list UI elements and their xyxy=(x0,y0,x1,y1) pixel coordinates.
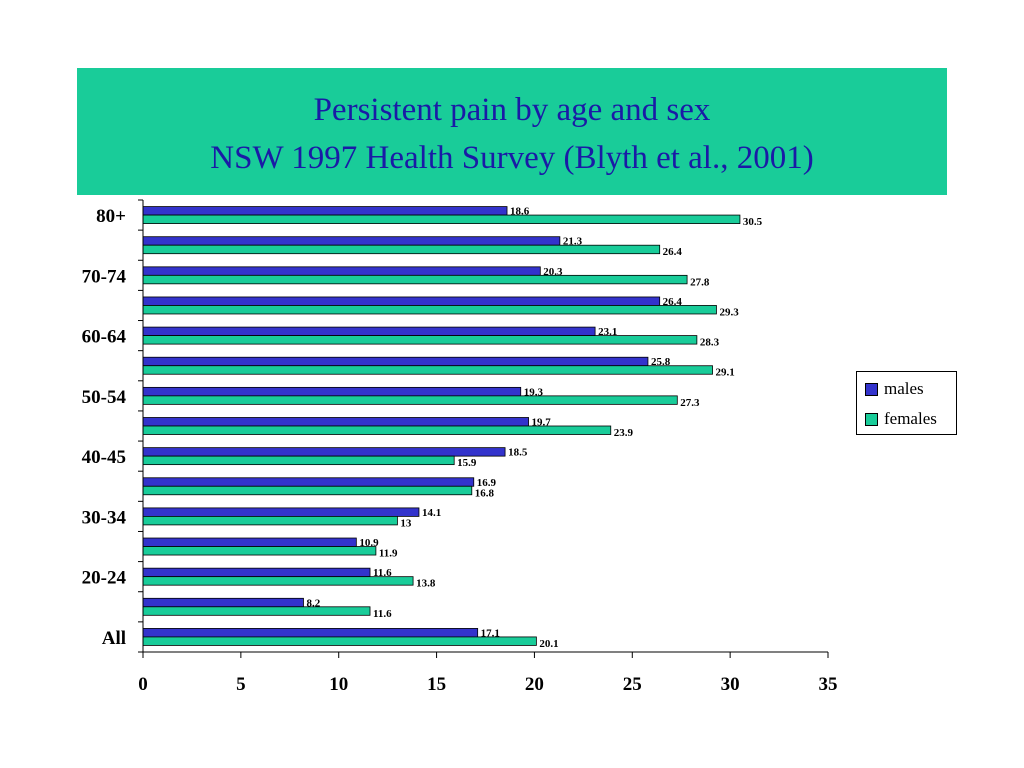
data-label-males: 18.6 xyxy=(510,206,530,218)
bar-males xyxy=(142,417,529,427)
data-label-females: 27.8 xyxy=(690,276,710,288)
data-label-males: 26.4 xyxy=(663,296,683,308)
legend-item-females: females xyxy=(865,409,937,429)
bar-males xyxy=(142,507,420,517)
bar-females xyxy=(142,395,678,405)
y-tick-label: All xyxy=(102,628,126,649)
data-label-males: 18.5 xyxy=(508,447,528,459)
data-label-females: 23.9 xyxy=(614,427,634,439)
bar-females xyxy=(142,636,537,646)
data-label-males: 20.3 xyxy=(543,266,563,278)
bar-males xyxy=(142,326,596,337)
y-tick-label: 80+ xyxy=(96,206,126,227)
data-label-females: 16.8 xyxy=(475,487,495,499)
data-label-females: 27.3 xyxy=(680,397,700,409)
bar-males xyxy=(142,597,304,608)
x-tick-label: 25 xyxy=(623,674,642,695)
bar-females xyxy=(142,305,717,315)
data-label-males: 21.3 xyxy=(563,236,583,248)
bar-males xyxy=(142,628,479,638)
bar-females xyxy=(142,214,741,224)
x-tick-label: 30 xyxy=(721,674,740,695)
data-label-males: 25.8 xyxy=(651,356,671,368)
chart-subtitle: NSW 1997 Health Survey (Blyth et al., 20… xyxy=(210,140,814,176)
data-label-males: 14.1 xyxy=(422,507,441,519)
legend-item-males: males xyxy=(865,379,924,399)
y-tick-label: 40-45 xyxy=(82,447,126,468)
data-label-males: 17.1 xyxy=(481,627,500,639)
data-label-males: 16.9 xyxy=(477,477,497,489)
data-label-males: 19.7 xyxy=(532,417,552,429)
bar-females xyxy=(142,606,371,616)
data-label-males: 8.2 xyxy=(306,597,320,609)
y-tick-label: 20-24 xyxy=(82,568,127,589)
data-label-males: 11.6 xyxy=(373,567,392,579)
bar-males xyxy=(142,356,649,367)
legend-swatch-males xyxy=(865,382,878,396)
bar-females xyxy=(142,274,688,285)
data-label-females: 20.1 xyxy=(539,638,558,650)
data-label-females: 11.6 xyxy=(373,608,392,620)
bar-males xyxy=(142,296,661,306)
data-label-males: 19.3 xyxy=(524,386,544,398)
bar-females xyxy=(142,455,455,466)
x-tick-label: 10 xyxy=(329,674,348,695)
y-tick-label: 60-64 xyxy=(82,327,127,348)
legend: males females xyxy=(856,371,957,435)
bar-males xyxy=(142,477,475,487)
bar-females xyxy=(142,365,713,375)
x-tick-label: 35 xyxy=(819,674,838,695)
bar-females xyxy=(142,516,398,526)
x-tick-label: 15 xyxy=(427,674,446,695)
bar-males xyxy=(142,236,561,246)
data-label-males: 10.9 xyxy=(359,537,379,549)
y-tick-label: 70-74 xyxy=(82,266,127,287)
bar-females xyxy=(142,244,661,255)
x-tick-label: 5 xyxy=(236,674,246,695)
data-label-females: 26.4 xyxy=(663,246,683,258)
y-tick-label: 50-54 xyxy=(82,387,127,408)
data-label-females: 11.9 xyxy=(379,548,398,560)
bar-females xyxy=(142,546,377,556)
data-label-females: 15.9 xyxy=(457,457,477,469)
y-tick-label: 30-34 xyxy=(82,507,127,528)
bar-males xyxy=(142,266,541,276)
data-label-females: 29.3 xyxy=(719,306,739,318)
bar-males xyxy=(142,567,371,578)
data-label-females: 30.5 xyxy=(743,216,763,228)
x-tick-label: 20 xyxy=(525,674,544,695)
title-banner: Persistent pain by age and sex NSW 1997 … xyxy=(77,68,947,195)
bar-males xyxy=(142,537,357,547)
data-label-females: 13.8 xyxy=(416,578,436,590)
data-label-females: 29.1 xyxy=(716,367,735,379)
legend-swatch-females xyxy=(865,412,878,426)
x-tick-label: 0 xyxy=(138,674,148,695)
data-label-females: 13 xyxy=(400,517,412,529)
data-label-males: 23.1 xyxy=(598,326,617,338)
bar-males xyxy=(142,447,506,457)
data-label-females: 28.3 xyxy=(700,337,720,349)
bar-males xyxy=(142,386,522,397)
legend-label-females: females xyxy=(884,409,937,428)
chart-title: Persistent pain by age and sex xyxy=(313,92,711,128)
legend-label-males: males xyxy=(884,379,924,398)
bar-males xyxy=(142,206,508,216)
bar-females xyxy=(142,485,473,496)
